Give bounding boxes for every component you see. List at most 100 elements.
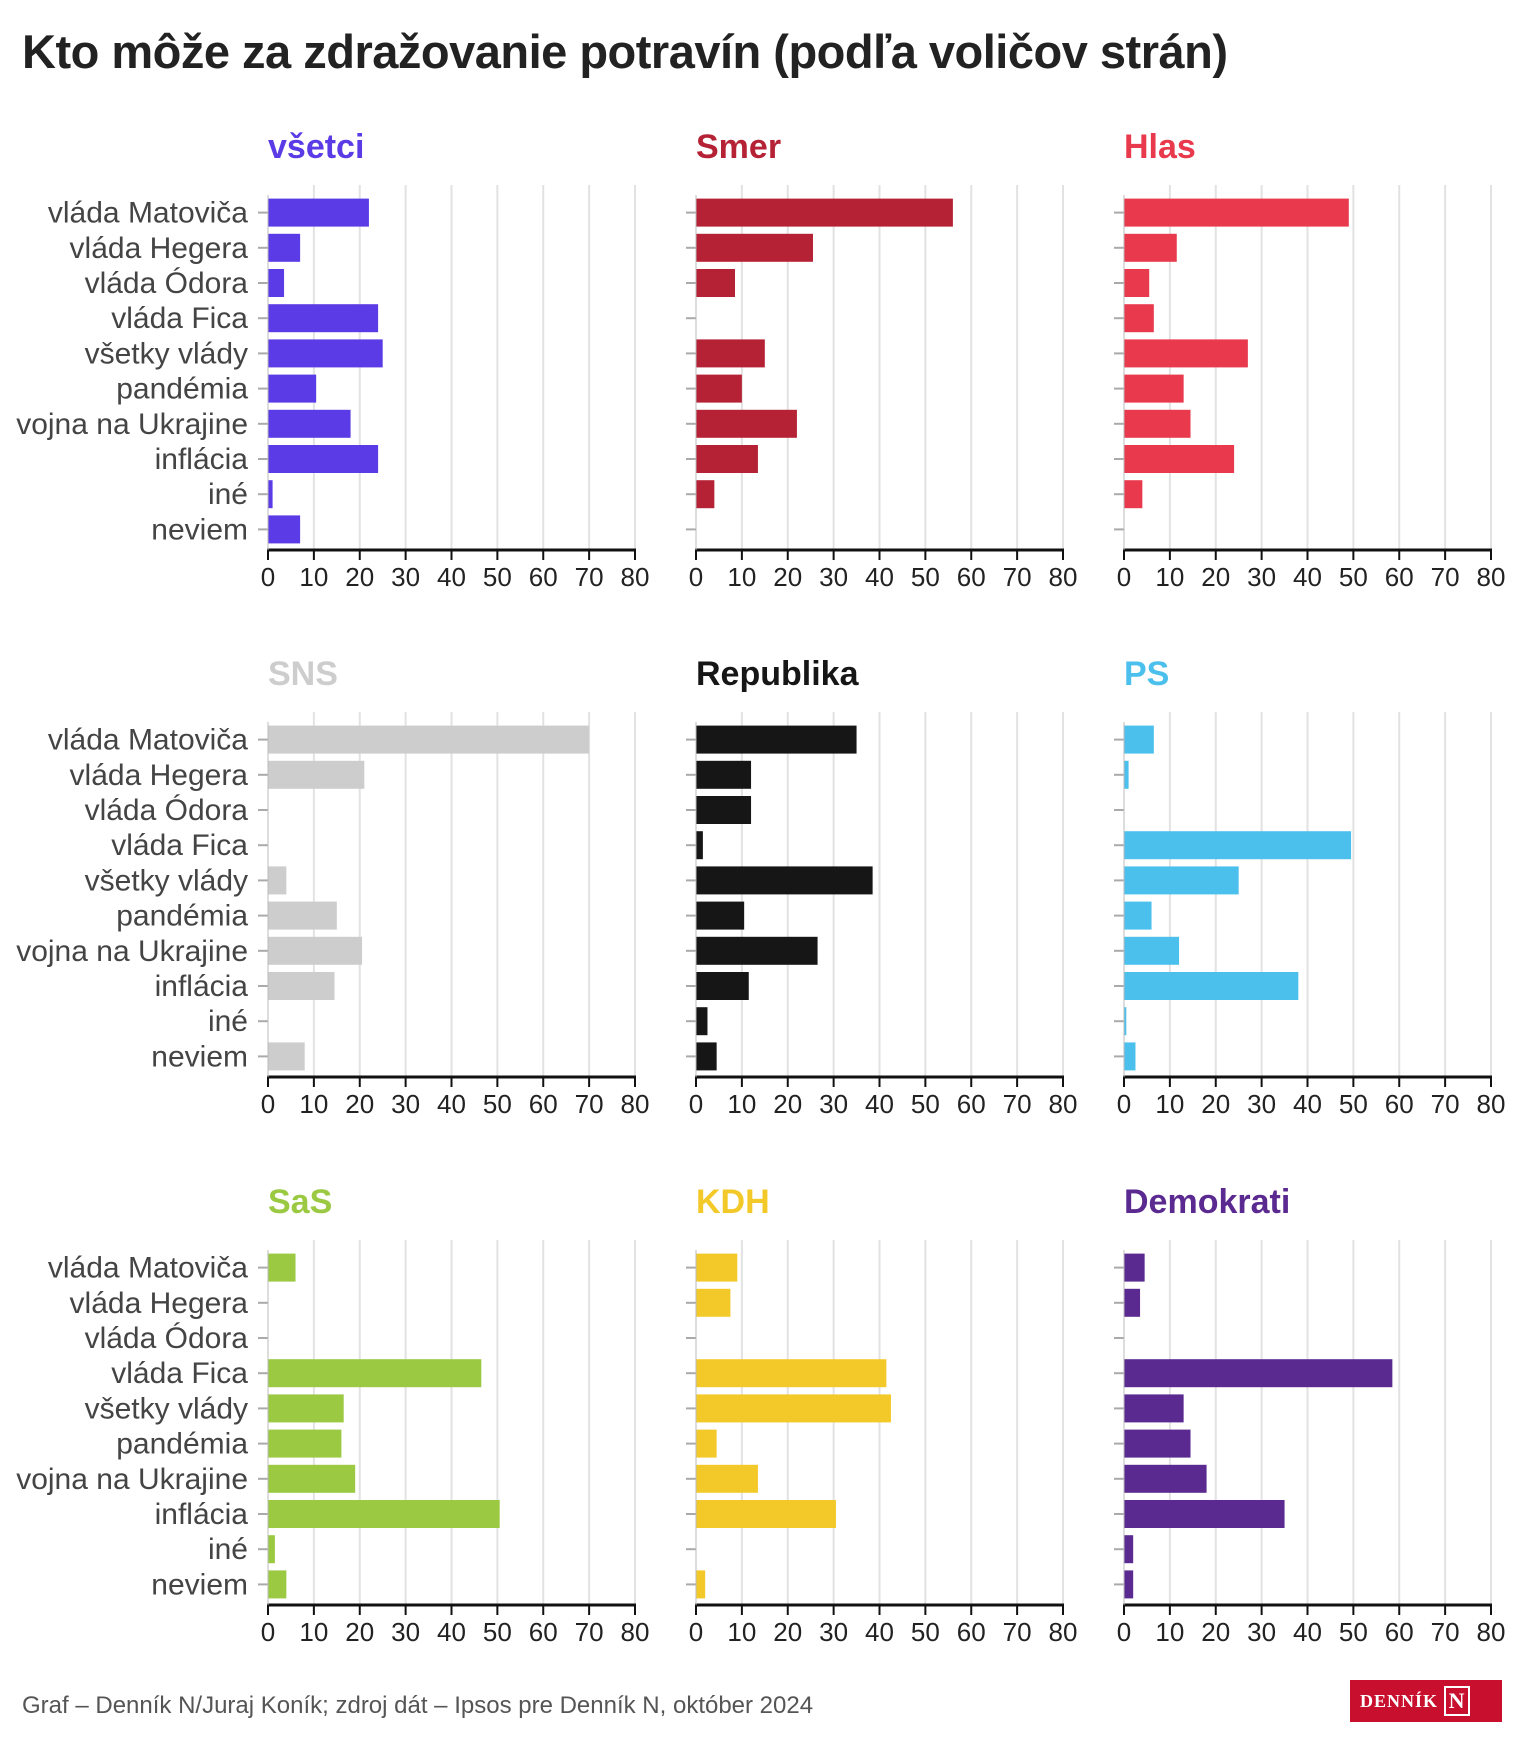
bar (696, 198, 953, 227)
category-label: vláda Matoviča (48, 1252, 248, 1285)
x-tick-label: 70 (1431, 1617, 1460, 1647)
category-label: iné (208, 1005, 248, 1038)
bar (268, 725, 590, 754)
bar (696, 1007, 708, 1036)
x-tick-label: 40 (437, 562, 466, 592)
category-label: vláda Matoviča (48, 197, 248, 230)
dennik-n-logo[interactable]: DENNÍK N (1350, 1680, 1502, 1722)
x-tick-label: 10 (1155, 1617, 1184, 1647)
panel-hlas: Hlas 0 10 20 30 40 50 60 70 80 (1114, 128, 1505, 592)
category-label: iné (208, 1533, 248, 1566)
category-label: pandémia (116, 1428, 248, 1461)
x-tick-label: 80 (621, 1617, 650, 1647)
bar (696, 831, 703, 860)
x-tick-label: 0 (1117, 1089, 1131, 1119)
x-tick-label: 20 (773, 1089, 802, 1119)
bar (1124, 339, 1248, 368)
bar (268, 1253, 296, 1282)
panel-title: PS (1124, 655, 1169, 693)
category-label: neviem (151, 513, 248, 546)
x-tick-label: 70 (575, 1617, 604, 1647)
x-tick-label: 30 (819, 1089, 848, 1119)
x-tick-label: 60 (529, 1089, 558, 1119)
bar (1124, 409, 1191, 438)
x-tick-label: 0 (689, 1617, 703, 1647)
category-label: vláda Hegera (70, 232, 249, 265)
bar (1124, 445, 1235, 473)
x-tick-label: 60 (957, 562, 986, 592)
category-label: neviem (151, 1040, 248, 1073)
panel-title: KDH (696, 1183, 770, 1221)
bar (696, 1570, 706, 1599)
x-tick-label: 20 (1201, 1089, 1230, 1119)
bar (268, 1535, 275, 1564)
bar (696, 1500, 836, 1528)
x-tick-label: 70 (1003, 562, 1032, 592)
bar (1124, 831, 1352, 860)
category-label: pandémia (116, 373, 248, 406)
bar (696, 936, 818, 965)
category-label: vojna na Ukrajine (16, 1463, 248, 1496)
x-tick-label: 60 (957, 1089, 986, 1119)
bar (1124, 901, 1152, 930)
bar (696, 1288, 731, 1317)
x-tick-label: 10 (727, 1617, 756, 1647)
x-tick-label: 80 (1477, 562, 1506, 592)
bar (696, 796, 752, 824)
x-tick-label: 20 (1201, 1617, 1230, 1647)
x-tick-label: 10 (727, 562, 756, 592)
x-tick-label: 10 (299, 1617, 328, 1647)
bar (696, 972, 749, 1000)
x-tick-label: 80 (621, 1089, 650, 1119)
x-tick-label: 10 (727, 1089, 756, 1119)
bar (696, 760, 752, 789)
x-tick-label: 50 (483, 1089, 512, 1119)
x-tick-label: 0 (689, 1089, 703, 1119)
x-tick-label: 20 (1201, 562, 1230, 592)
bar (1124, 760, 1129, 789)
x-tick-label: 40 (865, 1089, 894, 1119)
x-tick-label: 30 (391, 562, 420, 592)
bar (1124, 1500, 1285, 1528)
bar (1124, 1288, 1141, 1317)
bar (1124, 1007, 1127, 1036)
bar (696, 269, 735, 297)
category-label: vláda Ódora (85, 267, 249, 300)
bar (268, 1429, 342, 1458)
x-tick-label: 40 (865, 1617, 894, 1647)
bar (1124, 1464, 1207, 1493)
x-tick-label: 40 (1293, 1617, 1322, 1647)
logo-mark: N (1444, 1686, 1471, 1716)
category-label: inflácia (155, 970, 249, 1003)
category-label: vláda Hegera (70, 759, 249, 792)
x-tick-label: 10 (1155, 1089, 1184, 1119)
category-label: vláda Ódora (85, 794, 249, 827)
bar (696, 1359, 887, 1388)
x-tick-label: 80 (621, 562, 650, 592)
x-tick-label: 40 (437, 1089, 466, 1119)
bar (696, 901, 745, 930)
x-tick-label: 70 (1431, 562, 1460, 592)
x-tick-label: 30 (1247, 562, 1276, 592)
x-tick-label: 0 (261, 1617, 275, 1647)
x-tick-label: 50 (1339, 562, 1368, 592)
page-title: Kto môže za zdražovanie potravín (podľa … (22, 25, 1228, 78)
x-tick-label: 50 (1339, 1089, 1368, 1119)
panel-ps: PS 0 10 20 30 40 50 60 70 80 (1114, 655, 1505, 1119)
source-credit: Graf – Denník N/Juraj Koník; zdroj dát –… (22, 1692, 814, 1719)
panel-title: Republika (696, 655, 860, 693)
panel-smer: Smer 0 10 20 30 40 50 60 70 80 (686, 128, 1077, 592)
x-tick-label: 60 (1385, 1089, 1414, 1119)
bar (268, 198, 369, 227)
bar (696, 1253, 738, 1282)
panel-title: Hlas (1124, 128, 1196, 166)
category-label: vláda Ódora (85, 1322, 249, 1355)
x-tick-label: 20 (345, 1089, 374, 1119)
bar (268, 445, 379, 473)
bar (268, 1570, 287, 1599)
panel-republika: Republika 0 10 20 30 40 50 60 70 80 (686, 655, 1077, 1119)
x-tick-label: 40 (1293, 562, 1322, 592)
